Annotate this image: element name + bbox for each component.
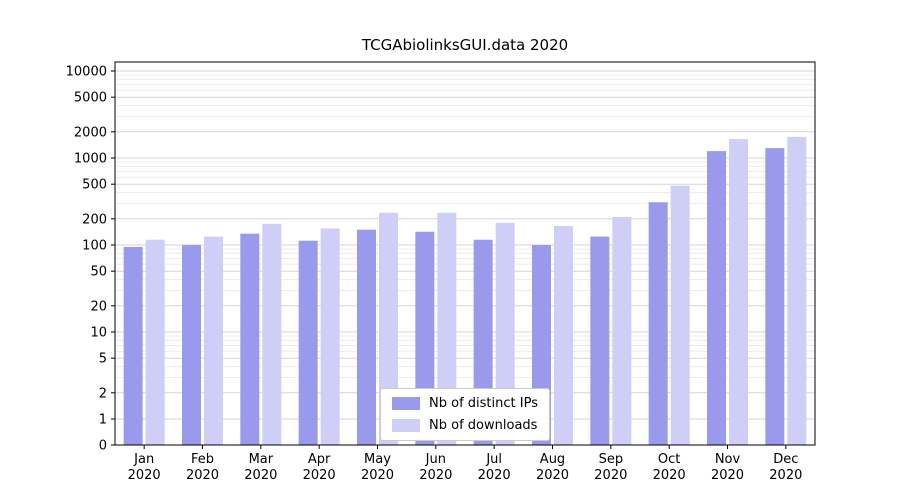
bar-nb-of-downloads: [787, 136, 807, 445]
y-tick-label: 10000: [66, 65, 107, 80]
x-tick-year-label: 2020: [128, 468, 161, 483]
bar-nb-of-distinct-ips: [298, 240, 318, 445]
bar-nb-of-distinct-ips: [240, 233, 260, 445]
bar-nb-of-distinct-ips: [357, 229, 376, 445]
y-tick-label: 10: [90, 326, 107, 341]
bar-nb-of-downloads: [437, 212, 457, 445]
y-tick-label: 1000: [74, 152, 107, 167]
x-tick-year-label: 2020: [186, 468, 219, 483]
x-tick-year-label: 2020: [244, 468, 277, 483]
x-tick-year-label: 2020: [419, 468, 452, 483]
legend-swatch-downloads: [392, 419, 421, 432]
y-tick-label: 50: [90, 265, 107, 280]
x-tick-month-label: Aug: [540, 452, 565, 467]
y-tick-label: 5: [99, 352, 107, 367]
bar-nb-of-downloads: [145, 239, 165, 445]
y-tick-label: 500: [82, 178, 107, 193]
x-tick-year-label: 2020: [711, 468, 744, 483]
y-tick-label: 200: [82, 212, 107, 227]
legend-label-downloads: Nb of downloads: [429, 418, 538, 433]
y-tick-label: 2: [99, 386, 107, 401]
bar-nb-of-distinct-ips: [648, 202, 668, 445]
chart-legend: Nb of distinct IPs Nb of downloads: [380, 388, 550, 441]
y-tick-label: 5000: [74, 91, 107, 106]
x-tick-year-label: 2020: [769, 468, 802, 483]
chart-title: TCGAbiolinksGUI.data 2020: [361, 36, 569, 54]
plot-frame: [114, 61, 816, 446]
x-tick-month-label: Jun: [425, 452, 446, 467]
bar-nb-of-downloads: [320, 228, 340, 445]
bar-nb-of-downloads: [554, 226, 573, 445]
bar-nb-of-distinct-ips: [182, 245, 201, 445]
x-tick-month-label: Apr: [308, 452, 331, 467]
legend-item-downloads: Nb of downloads: [392, 418, 538, 433]
y-tick-label: 100: [82, 239, 107, 254]
x-tick-month-label: Dec: [773, 452, 798, 467]
x-tick-year-label: 2020: [594, 468, 627, 483]
y-tick-label: 1: [99, 413, 107, 428]
y-tick-label: 20: [90, 299, 107, 314]
x-tick-year-label: 2020: [653, 468, 686, 483]
bar-nb-of-downloads: [729, 139, 748, 445]
x-tick-month-label: Feb: [191, 452, 214, 467]
x-tick-year-label: 2020: [303, 468, 336, 483]
x-tick-month-label: Jan: [133, 452, 154, 467]
bar-nb-of-downloads: [612, 216, 632, 445]
x-tick-year-label: 2020: [536, 468, 569, 483]
x-tick-month-label: Jul: [485, 452, 502, 467]
legend-label-distinct-ips: Nb of distinct IPs: [429, 396, 538, 411]
bar-nb-of-distinct-ips: [765, 148, 785, 446]
bar-nb-of-downloads: [379, 212, 398, 445]
bar-nb-of-distinct-ips: [123, 246, 143, 445]
bar-nb-of-downloads: [204, 236, 223, 445]
x-tick-month-label: Mar: [249, 452, 274, 467]
y-tick-label: 0: [99, 439, 107, 454]
x-tick-month-label: Oct: [658, 452, 680, 467]
x-tick-year-label: 2020: [361, 468, 394, 483]
bar-nb-of-downloads: [670, 185, 690, 446]
bar-nb-of-distinct-ips: [707, 151, 726, 445]
bar-nb-of-downloads: [262, 223, 282, 445]
legend-item-distinct-ips: Nb of distinct IPs: [392, 396, 538, 411]
x-tick-year-label: 2020: [478, 468, 511, 483]
bar-nb-of-distinct-ips: [590, 236, 610, 445]
y-tick-label: 2000: [74, 125, 107, 140]
x-tick-month-label: Nov: [715, 452, 741, 467]
x-tick-month-label: May: [364, 452, 391, 467]
legend-swatch-distinct-ips: [392, 397, 421, 410]
x-tick-month-label: Sep: [599, 452, 624, 467]
